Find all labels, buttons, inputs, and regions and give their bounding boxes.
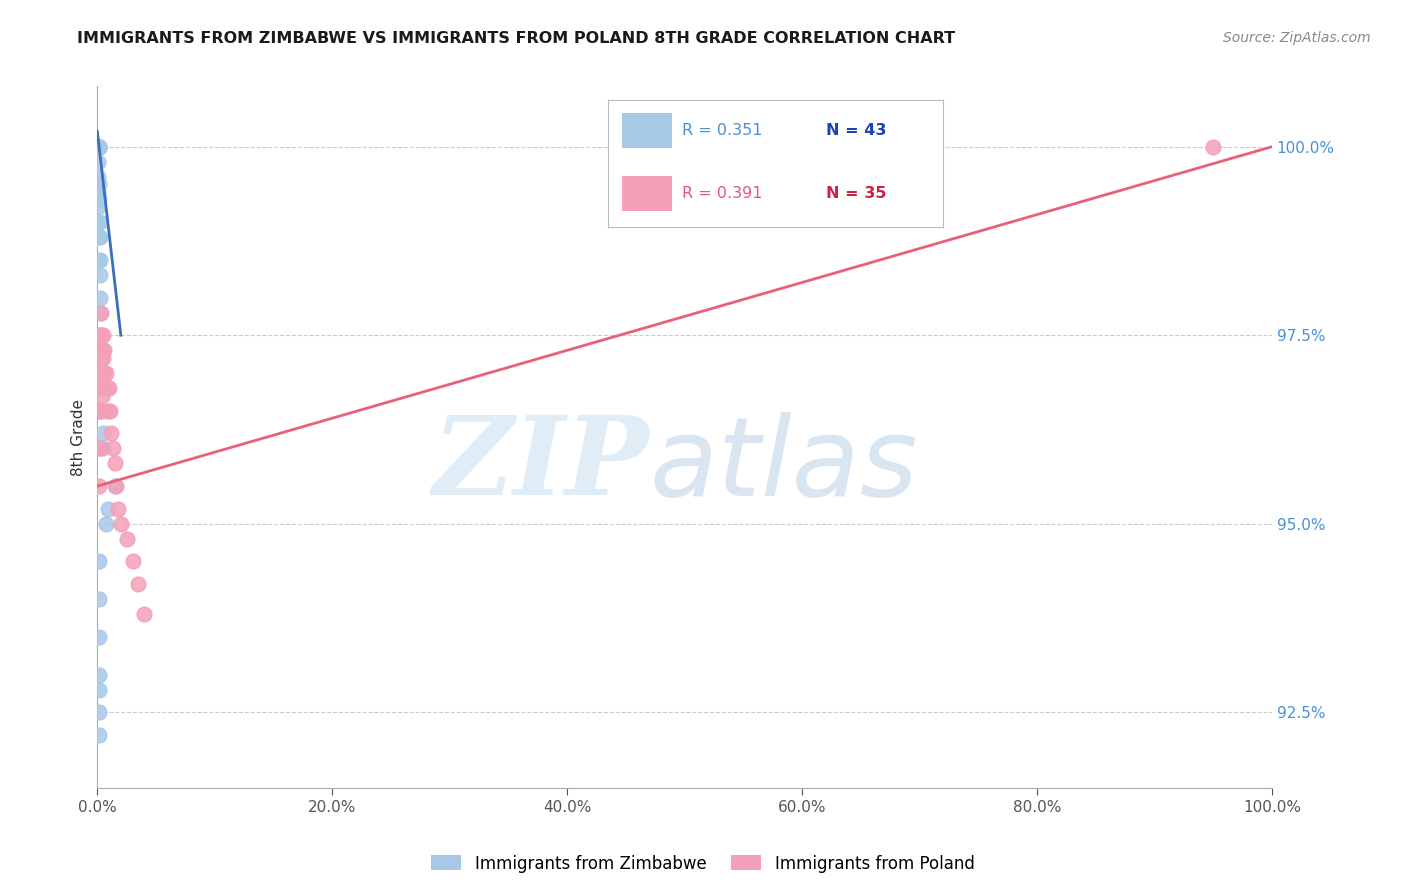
Point	[89, 403, 111, 417]
Point	[87, 592, 110, 607]
Point	[96, 381, 118, 395]
Point	[87, 139, 110, 153]
Point	[89, 268, 111, 282]
Text: atlas: atlas	[650, 411, 918, 518]
Point	[91, 442, 114, 456]
Point	[91, 328, 114, 343]
Text: IMMIGRANTS FROM ZIMBABWE VS IMMIGRANTS FROM POLAND 8TH GRADE CORRELATION CHART: IMMIGRANTS FROM ZIMBABWE VS IMMIGRANTS F…	[77, 31, 956, 46]
Point	[134, 607, 156, 622]
Point	[87, 193, 110, 207]
Point	[91, 388, 114, 402]
Point	[87, 667, 110, 681]
Point	[87, 154, 110, 169]
Point	[1202, 139, 1225, 153]
Point	[87, 403, 110, 417]
Point	[115, 532, 138, 546]
Point	[87, 139, 110, 153]
Point	[87, 706, 110, 720]
Point	[127, 577, 149, 591]
Point	[87, 139, 110, 153]
Point	[89, 328, 111, 343]
Point	[87, 200, 110, 214]
Point	[89, 328, 111, 343]
Point	[87, 728, 110, 742]
Point	[87, 682, 110, 697]
Point	[101, 442, 124, 456]
Point	[87, 139, 110, 153]
Point	[87, 139, 110, 153]
Point	[93, 366, 115, 380]
Point	[91, 351, 114, 365]
Point	[87, 139, 110, 153]
Point	[87, 630, 110, 644]
Point	[90, 351, 112, 365]
Point	[87, 230, 110, 244]
Point	[89, 442, 111, 456]
Point	[87, 479, 110, 493]
Point	[90, 328, 112, 343]
Point	[97, 501, 120, 516]
Point	[89, 291, 111, 305]
Point	[91, 426, 114, 441]
Point	[87, 139, 110, 153]
Point	[121, 554, 143, 568]
Point	[104, 479, 127, 493]
Point	[87, 169, 110, 184]
Point	[90, 366, 112, 380]
Point	[87, 215, 110, 229]
Point	[98, 381, 121, 395]
Point	[100, 426, 122, 441]
Point	[89, 230, 111, 244]
Point	[87, 554, 110, 568]
Point	[87, 139, 110, 153]
Point	[105, 479, 128, 493]
Point	[89, 252, 111, 267]
Point	[89, 305, 111, 319]
Point	[87, 442, 110, 456]
Point	[87, 185, 110, 199]
Point	[91, 366, 114, 380]
Point	[89, 366, 111, 380]
Point	[107, 501, 129, 516]
Point	[90, 381, 112, 395]
Legend: Immigrants from Zimbabwe, Immigrants from Poland: Immigrants from Zimbabwe, Immigrants fro…	[425, 848, 981, 880]
Point	[94, 516, 117, 531]
Point	[91, 343, 114, 358]
Point	[91, 374, 114, 388]
Point	[90, 343, 112, 358]
Point	[97, 403, 120, 417]
Point	[91, 403, 114, 417]
Point	[90, 381, 112, 395]
Point	[87, 139, 110, 153]
Point	[87, 139, 110, 153]
Point	[87, 252, 110, 267]
Text: Source: ZipAtlas.com: Source: ZipAtlas.com	[1223, 31, 1371, 45]
Point	[110, 516, 132, 531]
Point	[104, 457, 127, 471]
Text: ZIP: ZIP	[433, 411, 650, 519]
Point	[87, 178, 110, 192]
Point	[89, 215, 111, 229]
Point	[98, 403, 121, 417]
Point	[90, 305, 112, 319]
Point	[87, 139, 110, 153]
Point	[94, 366, 117, 380]
Y-axis label: 8th Grade: 8th Grade	[72, 399, 86, 475]
Point	[93, 343, 115, 358]
